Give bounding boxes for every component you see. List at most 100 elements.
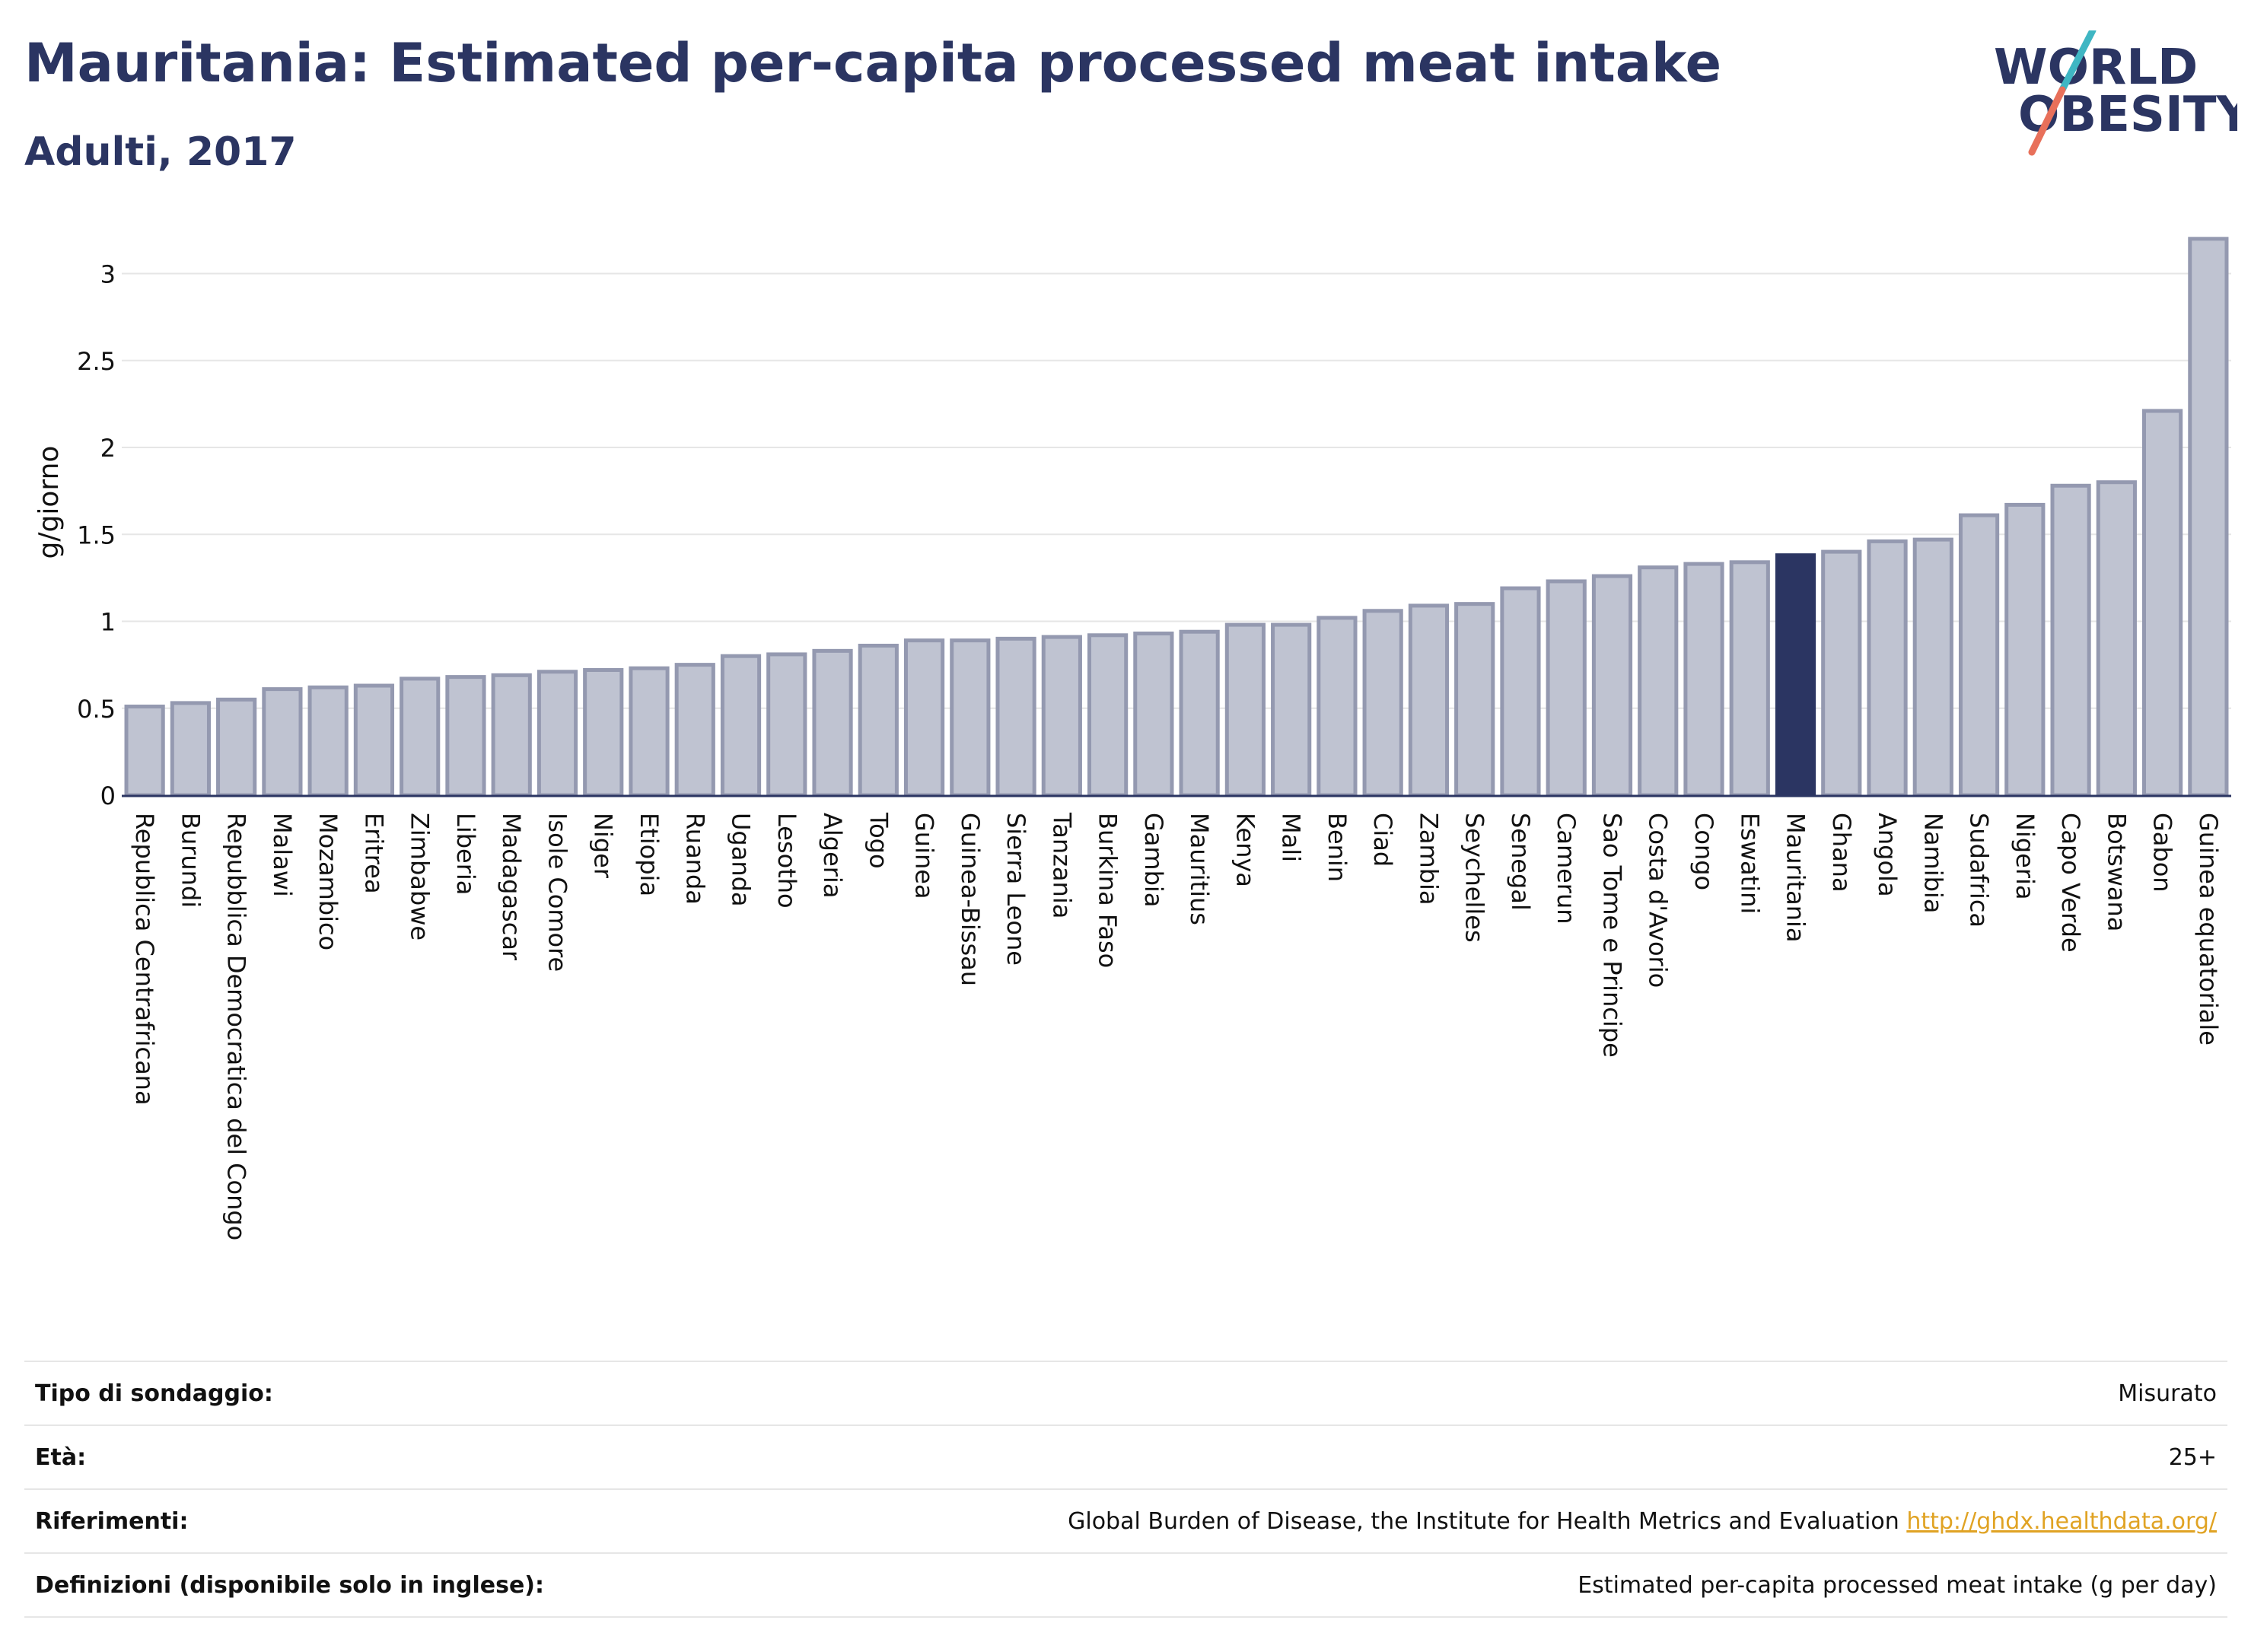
logo-line2: OBESITY [2018, 87, 2237, 143]
x-tick-label: Algeria [818, 813, 847, 898]
x-tick-label: Nigeria [2011, 813, 2039, 899]
y-tick-label: 2 [100, 434, 116, 463]
x-tick-label: Angola [1873, 813, 1902, 897]
x-tick-label: Repubblica Democratica del Congo [222, 813, 251, 1240]
bar-benin [1317, 616, 1358, 797]
info-value: Global Burden of Disease, the Institute … [1068, 1507, 1899, 1535]
reference-link[interactable]: http://ghdx.healthdata.org/ [1906, 1507, 2217, 1535]
logo-slash-coral [2028, 86, 2066, 156]
bar-burkina-faso [1087, 633, 1129, 797]
x-tick-label: Namibia [1918, 813, 1947, 913]
x-tick-label: Madagascar [497, 813, 526, 961]
bar-namibia [1912, 537, 1953, 797]
world-obesity-logo: WORLD OBESITY [1994, 30, 2237, 156]
x-tick-label: Sao Tome e Principe [1597, 813, 1626, 1058]
logo-line1: WORLD [1994, 40, 2198, 96]
info-key: Definizioni (disponibile solo in inglese… [35, 1571, 544, 1599]
bar-zimbabwe [400, 676, 441, 797]
bar-botswana [2096, 480, 2137, 797]
bar-ruanda [674, 663, 715, 797]
bar-togo [858, 643, 899, 797]
x-tick-label: Eswatini [1735, 813, 1764, 914]
x-tick-label: Gambia [1139, 813, 1168, 907]
bar-angola [1867, 539, 1908, 797]
bar-chart: 0 0.5 1 1.5 2 2.5 3 Republica Centrafricana Bur… [33, 237, 2231, 1240]
x-tick-label: Zambia [1414, 813, 1443, 906]
info-value: Estimated per-capita processed meat inta… [1578, 1571, 2217, 1599]
bar-capo-verde [2050, 483, 2091, 797]
bar-guinea-bissau [950, 638, 991, 797]
x-tick-label: Benin [1323, 813, 1352, 882]
x-tick-label: Isole Comore [543, 813, 572, 972]
bar-burundi [170, 701, 211, 797]
x-tick-label: Guinea-Bissau [956, 813, 985, 986]
y-tick-label: 1.5 [77, 520, 116, 549]
info-row-survey-type: Tipo di sondaggio: Misurato [24, 1361, 2227, 1424]
bar-kenya [1224, 622, 1266, 797]
bar-repubblica-democratica-del-congo [216, 697, 257, 797]
y-tick-label: 3 [100, 260, 116, 289]
x-tick-label: Zimbabwe [406, 813, 435, 941]
x-tick-label: Burkina Faso [1094, 813, 1122, 968]
info-row-definitions: Definizioni (disponibile solo in inglese… [24, 1552, 2227, 1618]
bar-sao-tome-e-principe [1591, 574, 1633, 797]
bar-eswatini [1729, 560, 1770, 797]
x-tick-label: Camerun [1552, 813, 1581, 925]
bar-tanzania [1041, 635, 1082, 797]
bar-lesotho [766, 652, 807, 797]
x-axis-labels: Republica Centrafricana Burundi Repubblica… [130, 812, 2223, 1240]
bar-seychelles [1454, 602, 1495, 797]
bar-sudafrica [1958, 513, 2000, 797]
bar-senegal [1500, 586, 1541, 797]
x-tick-label: Capo Verde [2056, 813, 2085, 953]
x-tick-label: Gabon [2148, 813, 2177, 893]
x-tick-label: Guinea [910, 813, 939, 899]
page-title: Mauritania: Estimated per-capita process… [24, 32, 1722, 94]
info-value: Misurato [2118, 1380, 2217, 1407]
logo-slash-teal [2058, 30, 2097, 94]
x-tick-label: Republica Centrafricana [130, 813, 159, 1106]
x-tick-label: Mozambico [314, 813, 342, 950]
bar-zambia [1408, 603, 1450, 797]
x-tick-label: Uganda [727, 813, 756, 907]
x-tick-label: Senegal [1506, 813, 1535, 911]
x-tick-label: Etiopia [635, 813, 664, 896]
x-tick-label: Guinea equatoriale [2194, 813, 2223, 1046]
x-tick-label: Sierra Leone [1001, 813, 1030, 966]
x-tick-label: Niger [589, 813, 618, 879]
x-tick-label: Kenya [1231, 813, 1259, 887]
info-value: 25+ [2168, 1444, 2217, 1471]
bar-gambia [1133, 631, 1174, 797]
x-tick-label: Ruanda [680, 813, 709, 905]
bar-isole-comore [536, 670, 578, 797]
info-row-references: Riferimenti: Global Burden of Disease, t… [24, 1488, 2227, 1552]
bar-mali [1271, 622, 1312, 797]
bar-ghana [1821, 549, 1862, 797]
y-axis-label: g/giorno [33, 446, 65, 559]
x-tick-label: Mali [1277, 813, 1306, 862]
chart-bars [124, 237, 2229, 797]
x-tick-label: Eritrea [359, 813, 388, 894]
x-tick-label: Congo [1689, 813, 1718, 890]
x-tick-label: Seychelles [1460, 813, 1489, 943]
bar-liberia [445, 675, 486, 797]
x-tick-label: Botswana [2102, 813, 2131, 931]
x-tick-label: Sudafrica [1965, 813, 1994, 928]
x-tick-label: Malawi [268, 813, 297, 897]
info-key: Riferimenti: [35, 1507, 189, 1535]
bar-mauritius [1179, 629, 1220, 797]
x-tick-label: Ghana [1827, 813, 1856, 893]
y-tick-label: 2.5 [77, 347, 116, 376]
bar-guinea-equatoriale [2188, 237, 2229, 797]
info-key: Età: [35, 1444, 87, 1471]
x-tick-label: Mauritius [1185, 813, 1214, 925]
bar-madagascar [491, 673, 532, 797]
bar-guinea [903, 638, 945, 797]
x-tick-label: Tanzania [1047, 812, 1076, 918]
bar-niger [583, 667, 624, 797]
bar-republica-centrafricana [124, 704, 165, 797]
bar-congo [1683, 562, 1724, 797]
y-axis-ticks: 0 0.5 1 1.5 2 2.5 3 [77, 260, 116, 811]
y-tick-label: 0.5 [77, 695, 116, 724]
info-value-group: Global Burden of Disease, the Institute … [1068, 1508, 2227, 1535]
